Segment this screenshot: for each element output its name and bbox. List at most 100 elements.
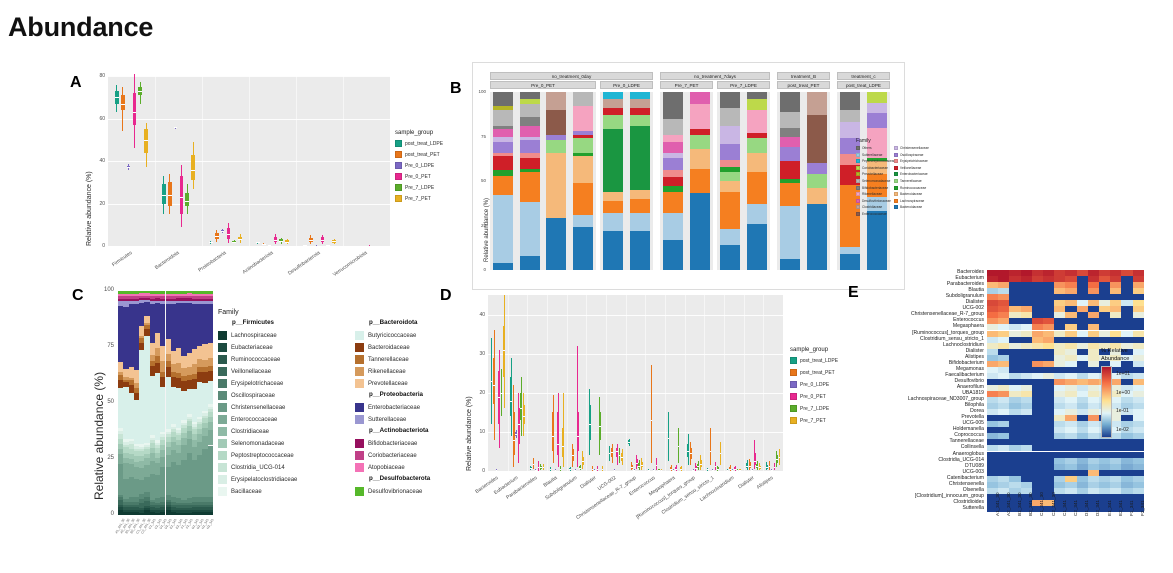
heatmap-cell[interactable] [1054, 360, 1066, 367]
heatmap-cell[interactable] [1043, 445, 1055, 452]
heatmap-cell[interactable] [987, 288, 999, 295]
stacked-bar[interactable] [572, 92, 593, 270]
heatmap-cell[interactable] [1043, 300, 1055, 307]
heatmap-cell[interactable] [1054, 324, 1066, 331]
heatmap-cell[interactable] [1065, 397, 1077, 404]
heatmap-cell[interactable] [1087, 391, 1099, 398]
legend-row[interactable]: Peptostreptococcaceae [218, 451, 294, 460]
heatmap-cell[interactable] [1065, 403, 1077, 410]
stacked-bar[interactable] [840, 92, 861, 270]
heatmap-cell[interactable] [998, 288, 1010, 295]
legend-row[interactable]: Bacteroidaceae [355, 343, 410, 352]
legend-row[interactable]: Clostridiaceae [218, 427, 269, 436]
heatmap-cell[interactable] [1043, 415, 1055, 422]
legend-row[interactable]: Oscillospiraceae [894, 152, 923, 157]
heatmap-cell[interactable] [1065, 336, 1077, 343]
heatmap-cell[interactable] [1031, 481, 1043, 488]
heatmap-cell[interactable] [1065, 481, 1077, 488]
heatmap-cell[interactable] [1099, 348, 1111, 355]
heatmap-cell[interactable] [1132, 469, 1144, 476]
heatmap-cell[interactable] [1087, 360, 1099, 367]
heatmap-cell[interactable] [1132, 312, 1144, 319]
heatmap-cell[interactable] [1009, 342, 1021, 349]
heatmap-cell[interactable] [1087, 427, 1099, 434]
heatmap-cell[interactable] [1087, 372, 1099, 379]
stacked-bar[interactable] [133, 291, 140, 515]
heatmap-cell[interactable] [1110, 336, 1122, 343]
heatmap-cell[interactable] [1132, 288, 1144, 295]
legend-row[interactable]: Erysipelatoclostridiaceae [218, 475, 297, 484]
heatmap-cell[interactable] [1076, 276, 1088, 283]
heatmap-cell[interactable] [1065, 499, 1077, 506]
legend-row[interactable]: Pre_0_LDPE [395, 162, 434, 169]
heatmap-cell[interactable] [1132, 391, 1144, 398]
heatmap-cell[interactable] [1065, 312, 1077, 319]
stacked-bar[interactable] [663, 92, 684, 270]
heatmap-cell[interactable] [1099, 312, 1111, 319]
stacked-bar[interactable] [118, 291, 124, 515]
heatmap-cell[interactable] [1132, 336, 1144, 343]
heatmap-cell[interactable] [1087, 384, 1099, 391]
heatmap-cell[interactable] [998, 360, 1010, 367]
heatmap-cell[interactable] [987, 499, 999, 506]
legend-row[interactable]: Christensenellaceae [218, 403, 285, 412]
heatmap-cell[interactable] [1121, 372, 1133, 379]
heatmap-cell[interactable] [998, 403, 1010, 410]
stacked-bar[interactable] [207, 291, 213, 515]
stacked-bar[interactable] [629, 92, 650, 270]
heatmap-cell[interactable] [1121, 421, 1133, 428]
heatmap-cell[interactable] [1043, 378, 1055, 385]
heatmap-cell[interactable] [987, 348, 999, 355]
heatmap-cell[interactable] [1020, 294, 1032, 301]
heatmap-cell[interactable] [1043, 366, 1055, 373]
heatmap-cell[interactable] [1121, 294, 1133, 301]
legend-row[interactable]: Sutterellaceae [856, 152, 882, 157]
heatmap-cell[interactable] [1110, 288, 1122, 295]
heatmap-cell[interactable] [987, 475, 999, 482]
heatmap-cell[interactable] [1020, 445, 1032, 452]
heatmap-cell[interactable] [1121, 312, 1133, 319]
heatmap-cell[interactable] [1087, 342, 1099, 349]
heatmap-cell[interactable] [1132, 505, 1144, 512]
heatmap-cell[interactable] [1054, 391, 1066, 398]
heatmap-cell[interactable] [1121, 505, 1133, 512]
legend-row[interactable]: Ruminococcaceae [894, 185, 926, 190]
heatmap-cell[interactable] [1043, 481, 1055, 488]
legend-row[interactable]: Pre_0_LDPE [790, 381, 829, 388]
heatmap-cell[interactable] [1020, 457, 1032, 464]
heatmap-cell[interactable] [1110, 403, 1122, 410]
heatmap-cell[interactable] [1020, 270, 1032, 277]
heatmap-cell[interactable] [1009, 475, 1021, 482]
heatmap-cell[interactable] [1132, 324, 1144, 331]
legend-row[interactable]: Eubacteriaceae [218, 343, 273, 352]
heatmap-cell[interactable] [1110, 384, 1122, 391]
heatmap-cell[interactable] [998, 318, 1010, 325]
heatmap-cell[interactable] [1065, 360, 1077, 367]
heatmap-cell[interactable] [1043, 403, 1055, 410]
heatmap-cell[interactable] [1031, 493, 1043, 500]
heatmap-cell[interactable] [998, 372, 1010, 379]
heatmap-cell[interactable] [1054, 445, 1066, 452]
heatmap-cell[interactable] [1054, 505, 1066, 512]
heatmap-cell[interactable] [987, 427, 999, 434]
heatmap-cell[interactable] [1132, 415, 1144, 422]
stacked-bar[interactable] [170, 291, 177, 515]
heatmap-cell[interactable] [1087, 493, 1099, 500]
heatmap-cell[interactable] [1009, 300, 1021, 307]
legend-row[interactable]: Ruminococcaceae [218, 355, 280, 364]
heatmap-cell[interactable] [1065, 372, 1077, 379]
legend-row[interactable]: Pre_7_PET [395, 195, 431, 202]
heatmap-cell[interactable] [1031, 469, 1043, 476]
heatmap-cell[interactable] [1110, 421, 1122, 428]
heatmap-cell[interactable] [998, 433, 1010, 440]
heatmap-cell[interactable] [998, 415, 1010, 422]
stacked-bar[interactable] [160, 291, 166, 515]
heatmap-cell[interactable] [998, 409, 1010, 416]
heatmap-cell[interactable] [1087, 336, 1099, 343]
stacked-bar[interactable] [603, 92, 624, 270]
heatmap-cell[interactable] [987, 270, 999, 277]
legend-row[interactable]: Oscillospiraceae [218, 391, 275, 400]
heatmap-cell[interactable] [1065, 384, 1077, 391]
heatmap-cell[interactable] [1087, 282, 1099, 289]
heatmap-cell[interactable] [1099, 276, 1111, 283]
